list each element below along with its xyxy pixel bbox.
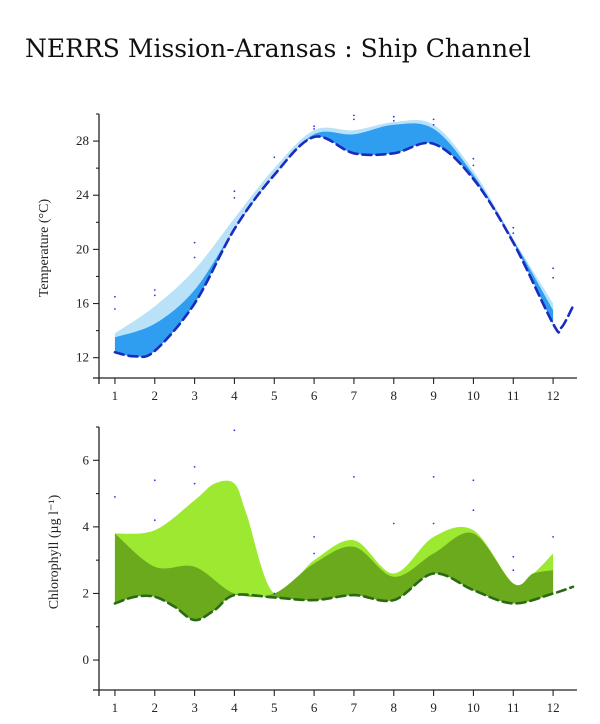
y-tick-label: 20: [76, 241, 89, 256]
y-tick-label: 4: [83, 519, 90, 534]
x-tick-label: 4: [231, 700, 238, 715]
x-tick-label: 3: [191, 700, 198, 715]
data-point: [472, 479, 475, 482]
page-title: NERRS Mission-Aransas : Ship Channel: [25, 34, 531, 63]
x-tick-label: 10: [467, 388, 480, 403]
data-point: [353, 476, 355, 478]
data-point: [392, 115, 395, 118]
data-point: [233, 197, 236, 199]
data-point: [114, 496, 116, 498]
x-tick-label: 9: [430, 388, 437, 403]
x-tick-label: 7: [351, 388, 358, 403]
x-tick-label: 12: [547, 388, 560, 403]
data-point: [353, 118, 355, 121]
data-point: [512, 555, 515, 558]
data-point: [233, 429, 236, 432]
x-tick-label: 4: [231, 388, 238, 403]
y-tick-label: 28: [76, 133, 89, 148]
data-point: [472, 157, 475, 160]
data-point: [114, 308, 116, 310]
dashed-series-line: [113, 135, 575, 359]
x-tick-label: 2: [152, 388, 159, 403]
data-point: [432, 123, 435, 126]
data-point: [153, 289, 156, 291]
y-tick-label: 12: [76, 350, 89, 365]
x-tick-label: 11: [507, 700, 520, 715]
data-point: [392, 522, 395, 525]
data-point: [273, 592, 276, 595]
x-tick-label: 1: [112, 700, 119, 715]
data-point: [233, 190, 236, 193]
x-tick-label: 9: [430, 700, 437, 715]
data-point: [193, 482, 196, 485]
x-tick-label: 6: [311, 388, 318, 403]
data-point: [313, 125, 315, 128]
data-point: [432, 476, 435, 478]
y-tick-label: 2: [83, 585, 90, 600]
x-tick-label: 2: [152, 700, 159, 715]
data-point: [552, 536, 554, 538]
data-point: [153, 519, 156, 522]
x-tick-label: 11: [507, 388, 520, 403]
data-point: [313, 552, 315, 555]
y-tick-label: 24: [76, 187, 90, 202]
x-tick-label: 12: [547, 700, 560, 715]
data-point: [114, 295, 116, 298]
data-point: [432, 522, 435, 525]
data-point: [512, 569, 515, 572]
data-point: [392, 119, 395, 122]
data-point: [432, 118, 435, 121]
x-tick-label: 8: [391, 388, 398, 403]
upper-band-area: [114, 480, 554, 621]
data-point: [193, 256, 196, 259]
x-tick-label: 1: [112, 388, 119, 403]
y-axis-title: Chlorophyll (µg l⁻¹): [47, 494, 62, 609]
data-point: [153, 294, 156, 297]
y-tick-label: 0: [83, 652, 90, 667]
data-point: [512, 226, 515, 229]
data-point: [552, 267, 554, 270]
data-point: [552, 276, 554, 279]
data-point: [193, 466, 196, 468]
data-point: [512, 232, 515, 235]
lower-band-area: [114, 123, 554, 357]
x-tick-label: 5: [271, 700, 278, 715]
data-point: [472, 509, 475, 512]
data-point: [313, 127, 315, 130]
x-tick-label: 6: [311, 700, 318, 715]
dashed-series-line: [113, 572, 575, 622]
data-point: [472, 164, 475, 167]
data-point: [153, 479, 156, 482]
x-tick-label: 3: [191, 388, 198, 403]
x-tick-label: 8: [391, 700, 398, 715]
x-tick-label: 5: [271, 388, 278, 403]
x-tick-label: 7: [351, 700, 358, 715]
data-point: [353, 114, 355, 117]
y-tick-label: 16: [76, 296, 90, 311]
lower-band-area: [114, 532, 554, 621]
y-axis-title: Temperature (°C): [37, 199, 52, 298]
data-point: [193, 241, 196, 244]
data-point: [313, 536, 315, 538]
y-tick-label: 6: [83, 452, 90, 467]
x-tick-label: 10: [467, 700, 480, 715]
data-point: [273, 156, 276, 159]
